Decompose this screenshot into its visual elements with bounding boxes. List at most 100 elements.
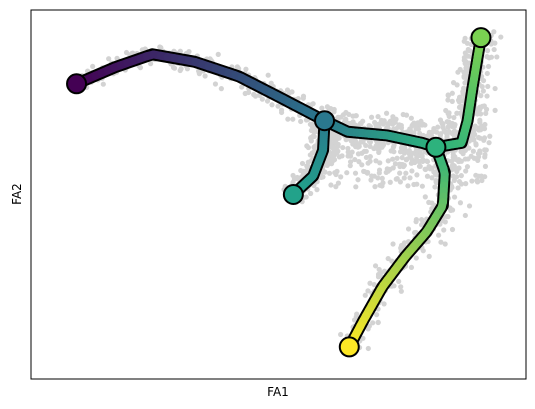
cell-point [100, 81, 106, 87]
cell-point [396, 278, 402, 284]
cell-point [334, 168, 340, 174]
cell-point [424, 173, 431, 179]
cell-point [338, 174, 344, 180]
cell-point [451, 114, 457, 121]
cell-point [461, 38, 467, 44]
cell-point [407, 175, 413, 181]
cell-point [441, 227, 447, 233]
cell-point [366, 138, 373, 145]
cell-point [371, 282, 377, 288]
cell-point [451, 194, 458, 200]
cell-point [482, 121, 488, 128]
cell-point [361, 168, 367, 174]
cell-point [290, 172, 296, 179]
cell-point [356, 143, 362, 150]
cell-point [397, 179, 403, 185]
cell-point [379, 144, 385, 150]
cell-point [437, 117, 444, 123]
cell-point [344, 170, 350, 176]
cell-point [360, 335, 366, 341]
cell-point [398, 284, 404, 290]
cell-point [481, 137, 487, 143]
cell-point [308, 190, 314, 197]
cell-point [245, 89, 252, 96]
cell-point [251, 91, 257, 98]
cell-point [491, 29, 497, 35]
cell-point [343, 137, 349, 143]
cell-point [482, 152, 488, 158]
cell-point [353, 113, 359, 119]
cell-point [377, 160, 383, 166]
cell-point [434, 129, 440, 135]
cell-point [432, 171, 439, 177]
cell-point [186, 49, 192, 55]
cell-point [462, 71, 468, 77]
cell-point [477, 106, 483, 112]
cell-point [379, 183, 385, 189]
cell-point [486, 140, 492, 146]
cell-point [444, 213, 450, 220]
cell-point [385, 255, 391, 262]
cell-point [463, 181, 469, 187]
cell-point [376, 149, 382, 155]
cell-point [462, 61, 468, 67]
cell-point [469, 178, 475, 184]
cell-point [329, 153, 335, 159]
cell-point [418, 222, 425, 228]
cell-point [426, 129, 432, 135]
cell-point [450, 80, 457, 86]
cell-point [478, 127, 484, 133]
cell-point [440, 124, 446, 130]
cell-point [415, 120, 421, 126]
trajectory-node-n5 [338, 336, 360, 358]
cell-point [457, 200, 464, 206]
cell-point [333, 184, 339, 190]
cell-point [368, 114, 375, 120]
cell-point [488, 54, 495, 60]
cell-point [286, 90, 292, 97]
cell-point [390, 114, 396, 120]
cell-point [487, 133, 493, 139]
cell-point [381, 301, 387, 307]
cell-point [482, 147, 488, 153]
cell-point [438, 131, 444, 137]
cell-point [411, 230, 418, 236]
cell-point [215, 51, 221, 57]
cell-point [363, 154, 370, 161]
cell-point [484, 48, 491, 54]
cell-point [484, 70, 490, 77]
cell-point [345, 153, 351, 159]
cell-point [417, 153, 423, 159]
cell-point [243, 66, 249, 72]
cell-point [171, 65, 178, 71]
cell-point [457, 66, 463, 73]
cell-point [422, 194, 428, 200]
cell-point [482, 163, 489, 169]
cell-point [394, 155, 400, 161]
cell-point [390, 121, 396, 127]
cell-point [419, 183, 425, 189]
cell-point [405, 183, 411, 189]
cell-point [338, 331, 344, 338]
trajectory-node-n0 [66, 73, 88, 95]
cell-point [352, 170, 359, 176]
cell-point [480, 88, 486, 94]
cell-point [106, 56, 112, 62]
cell-point [449, 90, 455, 96]
cell-point [324, 162, 330, 168]
cell-point [422, 166, 428, 172]
cell-point [491, 46, 497, 53]
cell-point [218, 86, 224, 92]
cell-point [407, 126, 413, 132]
cell-point [435, 124, 441, 130]
cell-point [483, 110, 489, 116]
cell-point [417, 163, 423, 169]
cell-point [398, 288, 404, 294]
cell-point [307, 152, 313, 158]
cell-point [90, 63, 96, 70]
cell-point [397, 149, 404, 155]
cell-point [470, 148, 476, 154]
cell-point [449, 98, 455, 104]
cell-point [462, 212, 468, 219]
cell-point [476, 134, 482, 141]
